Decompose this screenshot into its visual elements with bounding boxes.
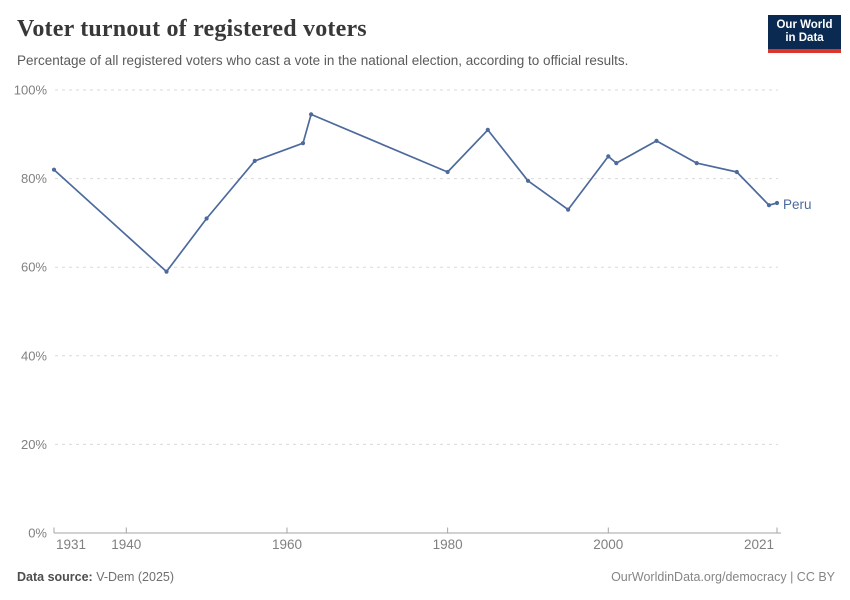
data-point-2000: [606, 154, 611, 159]
y-tick-label-20: 20%: [21, 437, 47, 452]
series-label-peru: Peru: [783, 197, 812, 212]
data-source-value: V-Dem (2025): [96, 570, 175, 584]
x-tick-label-1940: 1940: [111, 537, 141, 552]
owid-logo-line1: Our World: [776, 19, 833, 31]
x-tick-label-2000: 2000: [593, 537, 623, 552]
data-point-1985: [485, 127, 490, 132]
data-point-1945: [164, 269, 169, 274]
owid-logo: Our World in Data: [768, 15, 841, 53]
data-source-label: Data source:: [17, 570, 93, 584]
data-point-1990: [525, 178, 531, 183]
data-point-2016: [734, 169, 739, 175]
chart-subtitle: Percentage of all registered voters who …: [17, 53, 629, 68]
data-point-1931: [51, 167, 57, 172]
y-tick-label-40: 40%: [21, 348, 47, 363]
data-point-1963: [309, 112, 314, 117]
data-point-2011: [694, 161, 699, 166]
x-tick-label-1980: 1980: [433, 537, 463, 552]
data-point-2001: [614, 161, 619, 166]
turnout-line-peru: [53, 113, 778, 273]
chart-footer: Data source: V-Dem (2025) OurWorldinData…: [0, 568, 850, 594]
x-tick-label-1960: 1960: [272, 537, 302, 552]
owid-logo-line2: in Data: [785, 32, 824, 44]
y-tick-label-60: 60%: [21, 260, 47, 275]
data-point-2006: [654, 138, 659, 143]
page-title: Voter turnout of registered voters: [17, 16, 367, 42]
data-source-note: Data source: V-Dem (2025): [17, 570, 174, 584]
y-tick-label-0: 0%: [28, 526, 47, 541]
data-point-2020: [766, 203, 772, 208]
data-point-2021: [774, 200, 780, 206]
data-point-1956: [252, 158, 257, 163]
data-point-1950: [204, 216, 209, 221]
license-note: OurWorldinData.org/democracy | CC BY: [611, 570, 835, 584]
data-point-1995: [566, 207, 571, 212]
y-tick-label-100: 100%: [14, 83, 48, 98]
y-tick-label-80: 80%: [21, 171, 47, 186]
x-tick-label-2021: 2021: [744, 537, 774, 552]
data-point-1962: [300, 141, 306, 146]
x-tick-label-1931: 1931: [56, 537, 86, 552]
data-point-1980: [445, 169, 450, 175]
